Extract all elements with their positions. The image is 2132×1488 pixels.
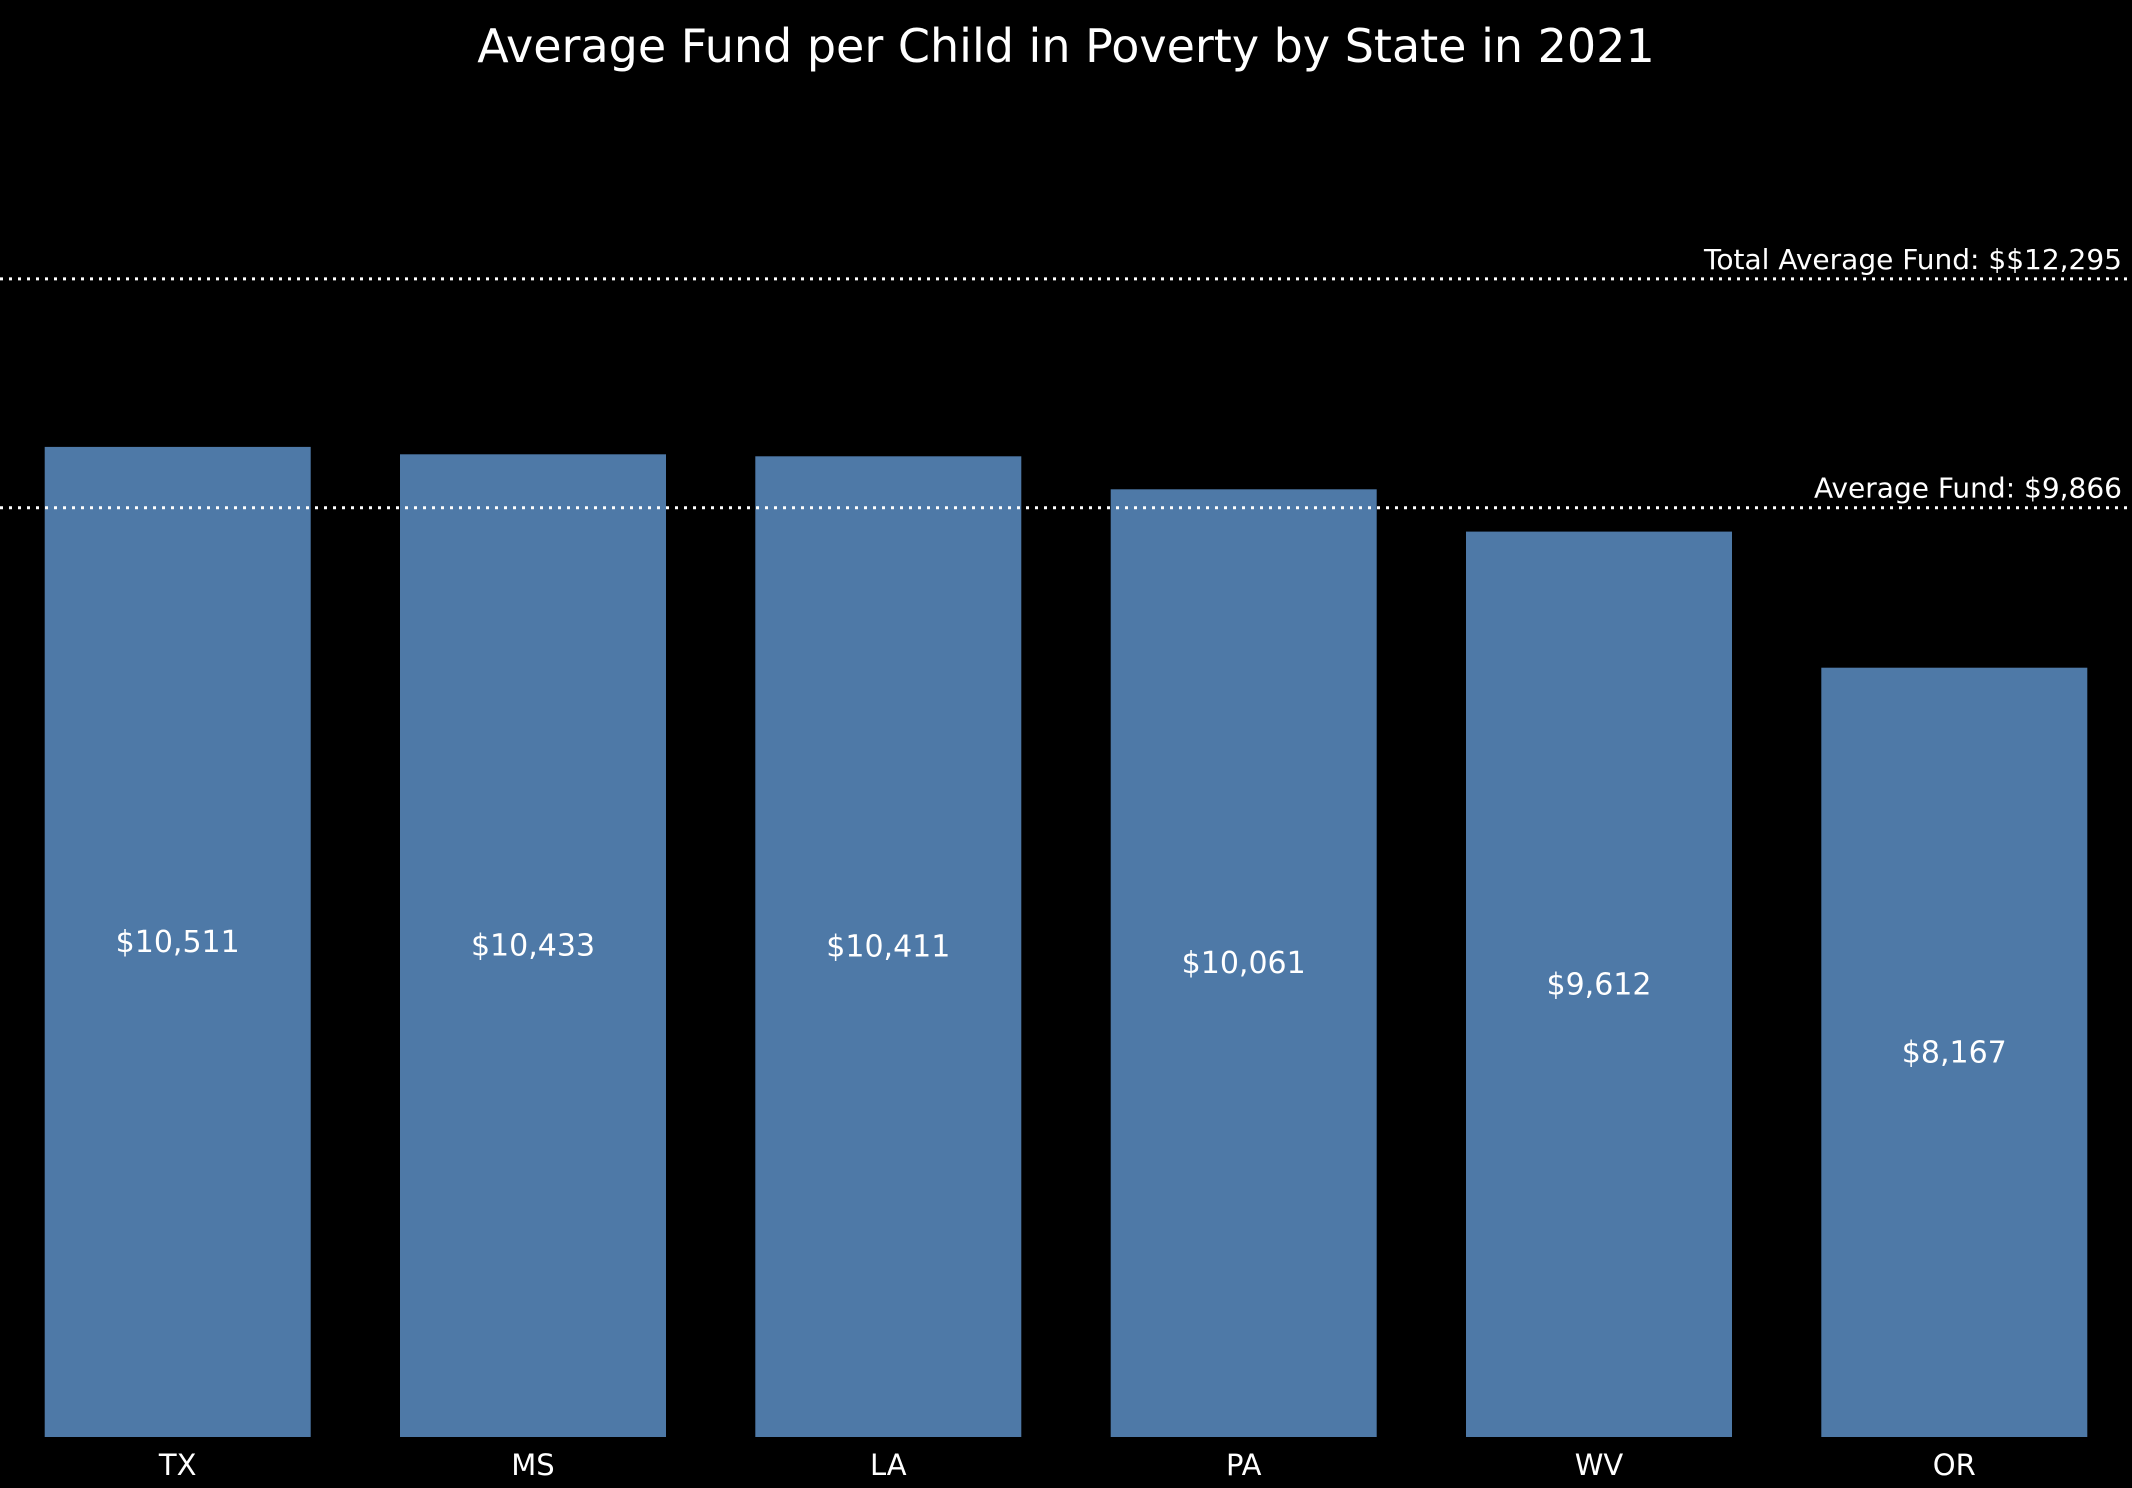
x-tick-label: LA bbox=[870, 1448, 907, 1482]
chart-title: Average Fund per Child in Poverty by Sta… bbox=[477, 19, 1654, 73]
x-tick-label: WV bbox=[1575, 1448, 1624, 1482]
x-tick-label: OR bbox=[1933, 1448, 1976, 1482]
bar-value-label: $10,411 bbox=[826, 930, 950, 965]
bar-ms[interactable] bbox=[400, 454, 666, 1437]
bar-wv[interactable] bbox=[1466, 531, 1732, 1437]
bar-value-label: $10,511 bbox=[116, 925, 240, 960]
reference-line-label: Total Average Fund: $$12,295 bbox=[1703, 243, 2122, 276]
reference-line-label: Average Fund: $9,866 bbox=[1814, 472, 2122, 505]
bar-pa[interactable] bbox=[1110, 489, 1377, 1437]
x-tick-label: MS bbox=[511, 1448, 554, 1482]
bar-value-label: $8,167 bbox=[1902, 1035, 2007, 1070]
x-tick-label: PA bbox=[1226, 1448, 1262, 1482]
bar-la[interactable] bbox=[755, 456, 1022, 1437]
bar-tx[interactable] bbox=[44, 446, 311, 1437]
bar-value-label: $9,612 bbox=[1547, 967, 1652, 1002]
bar-value-label: $10,433 bbox=[471, 929, 595, 964]
x-tick-label: TX bbox=[158, 1448, 197, 1482]
bars-group bbox=[44, 446, 2088, 1437]
bar-or[interactable] bbox=[1821, 667, 2088, 1437]
bar-value-label: $10,061 bbox=[1182, 946, 1306, 981]
reference-lines-group: Total Average Fund: $$12,295 Average Fund… bbox=[0, 243, 2132, 510]
labels-group: $10,511 TX $10,433 MS $10,411 LA $10,061 PA $9,6… bbox=[116, 925, 2007, 1482]
